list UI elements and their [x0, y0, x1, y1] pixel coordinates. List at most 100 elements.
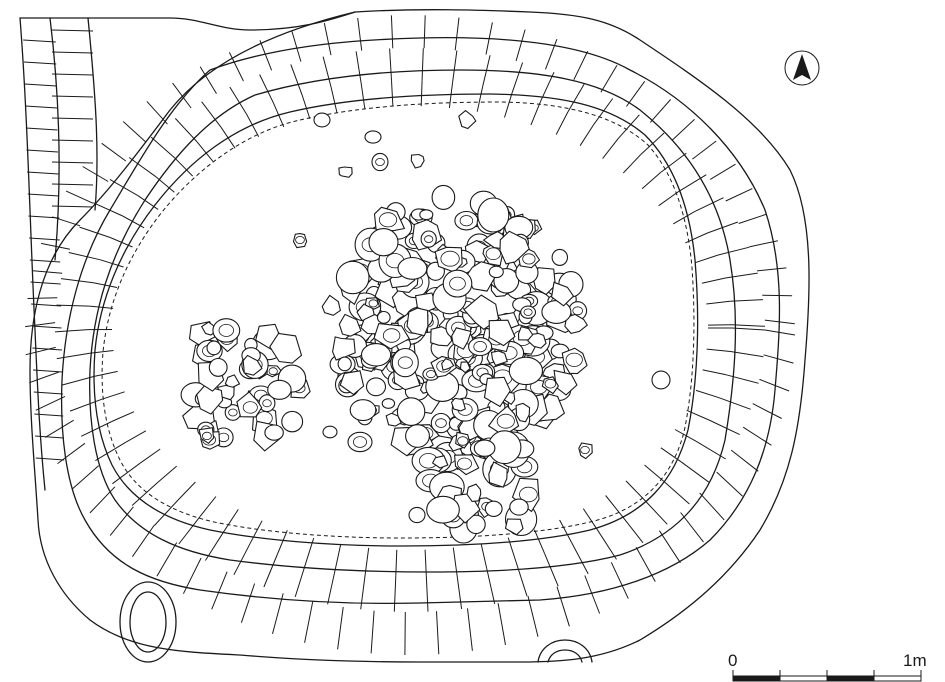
- hatch-tick: [83, 167, 109, 182]
- hatch-tick: [391, 15, 392, 48]
- hatch-tick: [27, 150, 59, 152]
- hatch-tick: [56, 305, 89, 306]
- hatch-tick: [356, 51, 361, 83]
- pottery-sherd: [411, 155, 424, 169]
- hatch-tick: [292, 31, 301, 62]
- hatch-tick: [679, 175, 707, 192]
- hatch-tick: [455, 18, 459, 51]
- hatch-tick: [696, 390, 719, 397]
- hatch-tick: [224, 509, 238, 530]
- hatch-tick: [726, 189, 753, 201]
- hatch-tick: [32, 326, 62, 328]
- hatch-tick: [52, 30, 93, 31]
- hatch-tick: [140, 449, 160, 463]
- pottery-sherd: [510, 499, 528, 515]
- hatch-tick: [69, 253, 101, 260]
- hatch-tick: [709, 420, 740, 435]
- pottery-deposit: [181, 111, 670, 543]
- hatch-tick: [89, 306, 113, 308]
- hatch-tick: [110, 238, 132, 248]
- hatch-tick: [623, 155, 640, 173]
- hatch-tick: [557, 587, 569, 627]
- pottery-sherd: [367, 378, 386, 396]
- hatch-tick: [505, 93, 513, 118]
- hatch-tick: [760, 379, 790, 391]
- hatch-tick: [437, 611, 439, 654]
- hatch-tick: [158, 466, 177, 482]
- hatch-tick: [30, 282, 60, 284]
- hatch-tick: [512, 63, 523, 93]
- hatch-tick: [661, 153, 687, 172]
- pottery-sherd: [265, 425, 283, 440]
- hatch-tick: [30, 260, 60, 262]
- hatch-tick: [278, 530, 288, 554]
- hatch-tick: [331, 88, 337, 113]
- hatch-tick: [29, 238, 60, 240]
- pottery-sherd: [348, 432, 372, 451]
- hatch-tick: [636, 547, 655, 581]
- hatch-tick: [765, 330, 795, 335]
- hatch-tick: [572, 543, 589, 574]
- hatch-tick: [626, 481, 643, 499]
- hatch-tick: [390, 49, 392, 81]
- hatch-tick: [606, 496, 622, 516]
- hatch-tick: [125, 431, 146, 443]
- pottery-sherd: [420, 210, 433, 220]
- hatch-tick: [531, 101, 541, 125]
- hatch-tick: [358, 18, 362, 51]
- hatch-tick: [574, 51, 588, 80]
- pottery-sherd: [406, 425, 430, 448]
- north-arrow-icon: [785, 51, 819, 85]
- hatch-tick: [516, 562, 527, 596]
- hatch-tick: [26, 128, 58, 130]
- hatch-tick: [52, 217, 80, 226]
- hatch-tick: [27, 172, 58, 174]
- hatch-tick: [36, 396, 65, 410]
- pottery-sherd: [338, 357, 351, 371]
- hatch-tick: [95, 443, 124, 461]
- pottery-sherd: [322, 295, 340, 315]
- hatch-tick: [52, 96, 93, 97]
- scale-segment: [827, 676, 874, 681]
- hatch-tick: [717, 472, 743, 496]
- hatch-tick: [426, 576, 428, 612]
- hatch-tick: [247, 114, 259, 136]
- pottery-sherd: [432, 185, 455, 209]
- hatch-tick: [753, 404, 782, 419]
- hatch-tick: [692, 141, 716, 159]
- hatch-tick: [731, 450, 758, 471]
- hatch-tick: [457, 573, 462, 609]
- pottery-sherd: [469, 338, 492, 356]
- hatch-tick: [154, 500, 178, 526]
- scale-segment: [733, 676, 780, 681]
- hatch-tick: [212, 572, 227, 610]
- bottom-left-posthole: [120, 582, 176, 662]
- pottery-sherd: [362, 344, 391, 366]
- hatch-tick: [601, 65, 617, 92]
- hatch-tick: [468, 608, 473, 651]
- scale-bar: [733, 670, 921, 681]
- hatch-tick: [72, 466, 98, 489]
- bottom-center-posthole: [538, 640, 592, 662]
- hatch-tick: [25, 323, 55, 327]
- hatch-tick: [94, 371, 118, 376]
- pottery-sherd: [455, 212, 478, 230]
- hatch-tick: [24, 62, 56, 64]
- hatch-tick: [394, 576, 396, 612]
- hatch-tick: [694, 198, 723, 212]
- hatch-tick: [23, 40, 56, 42]
- hatch-tick: [52, 74, 93, 75]
- hatch-tick: [597, 530, 616, 560]
- hatch-tick: [710, 164, 735, 179]
- hatch-tick: [229, 52, 243, 81]
- hatch-tick: [487, 569, 495, 604]
- hatch-tick: [306, 538, 314, 563]
- scale-start-label: 0: [728, 651, 737, 671]
- hatch-tick: [90, 487, 115, 513]
- pottery-sherd: [339, 167, 352, 177]
- pottery-sherd: [652, 371, 670, 389]
- pottery-sherd: [209, 359, 227, 377]
- hatch-tick: [264, 554, 278, 587]
- pottery-sherd: [369, 229, 398, 256]
